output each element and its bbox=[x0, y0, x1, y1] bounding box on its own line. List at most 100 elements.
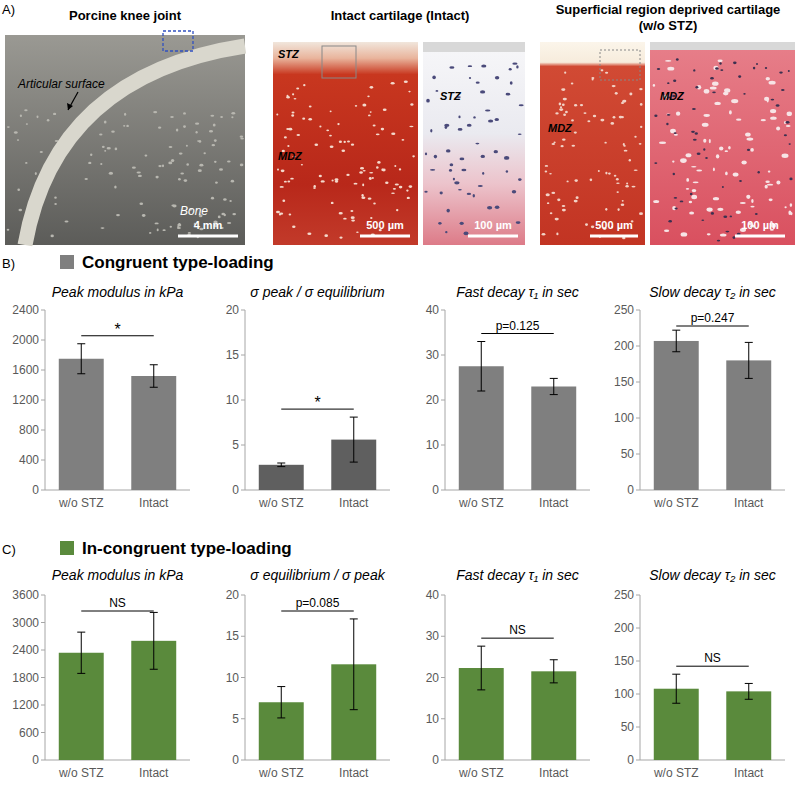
panel-label: C) bbox=[2, 542, 16, 557]
cell bbox=[625, 185, 628, 187]
tick bbox=[636, 694, 640, 695]
cell bbox=[551, 192, 555, 194]
cell bbox=[626, 183, 628, 185]
cell bbox=[776, 126, 780, 130]
cell bbox=[162, 164, 164, 167]
error-bar bbox=[672, 674, 680, 703]
cell bbox=[692, 189, 697, 192]
tick-label: 2400 bbox=[12, 303, 39, 317]
cell bbox=[720, 233, 727, 236]
cell bbox=[598, 170, 600, 172]
cell bbox=[654, 162, 657, 164]
error-cap bbox=[550, 394, 558, 395]
cell bbox=[724, 88, 730, 92]
cell bbox=[509, 68, 512, 71]
error-cap bbox=[672, 703, 680, 704]
tick bbox=[241, 490, 245, 491]
cell bbox=[7, 126, 10, 128]
cell bbox=[287, 95, 289, 97]
tick bbox=[41, 732, 45, 733]
tick-label: 50 bbox=[621, 447, 635, 461]
category-label: w/o STZ bbox=[258, 766, 304, 780]
cell bbox=[639, 143, 642, 145]
cell bbox=[290, 178, 294, 180]
histology bbox=[273, 42, 418, 245]
tick bbox=[441, 636, 445, 637]
cell bbox=[725, 231, 729, 233]
cell bbox=[155, 223, 159, 225]
tick bbox=[441, 718, 445, 719]
cell bbox=[468, 65, 472, 67]
cell bbox=[284, 136, 287, 138]
cell bbox=[703, 139, 706, 143]
cell bbox=[40, 151, 43, 153]
cell bbox=[767, 99, 769, 102]
significance-label: * bbox=[314, 394, 320, 411]
cell bbox=[425, 153, 427, 156]
marks bbox=[59, 612, 176, 760]
cell bbox=[20, 115, 22, 118]
cell bbox=[562, 205, 566, 207]
cell bbox=[453, 178, 455, 181]
cell bbox=[399, 186, 403, 189]
error-line bbox=[353, 417, 354, 462]
error-cap bbox=[77, 632, 85, 633]
cell bbox=[591, 225, 594, 228]
cell bbox=[704, 114, 710, 117]
cell bbox=[639, 212, 643, 215]
category-label: Intact bbox=[139, 766, 169, 780]
scale-bar bbox=[468, 235, 518, 238]
cell bbox=[689, 212, 694, 215]
cell bbox=[361, 194, 363, 197]
cell bbox=[729, 110, 732, 114]
cell bbox=[494, 150, 498, 153]
cell bbox=[653, 200, 659, 203]
cell bbox=[572, 145, 576, 147]
cell bbox=[767, 184, 773, 186]
panel-label: B) bbox=[2, 256, 15, 271]
cell bbox=[787, 112, 792, 117]
cell bbox=[214, 161, 217, 163]
error-line bbox=[281, 463, 282, 467]
cell bbox=[17, 189, 20, 191]
cell bbox=[657, 68, 660, 70]
tick-label: 2000 bbox=[12, 333, 39, 347]
cell bbox=[132, 166, 136, 168]
cell bbox=[54, 197, 57, 199]
cell bbox=[575, 179, 578, 182]
cell bbox=[231, 112, 235, 114]
cell bbox=[622, 200, 624, 202]
significance-bracket bbox=[281, 611, 354, 612]
error-cap bbox=[477, 391, 485, 392]
tick bbox=[441, 677, 445, 678]
cell bbox=[765, 181, 769, 184]
cell bbox=[554, 142, 556, 144]
region-box bbox=[600, 50, 640, 80]
cell bbox=[409, 185, 413, 188]
cell bbox=[351, 216, 355, 219]
cell bbox=[292, 93, 294, 95]
error-bar bbox=[350, 619, 358, 710]
cell bbox=[412, 155, 415, 157]
cell bbox=[785, 206, 787, 208]
cell bbox=[634, 136, 636, 138]
cell bbox=[506, 170, 508, 173]
tick bbox=[441, 310, 445, 311]
cell bbox=[188, 232, 191, 234]
cell bbox=[776, 181, 780, 185]
cell bbox=[157, 229, 159, 232]
error-cap bbox=[277, 463, 285, 464]
cell bbox=[676, 112, 680, 116]
cell bbox=[750, 148, 754, 152]
error-cap bbox=[745, 378, 753, 379]
tick-label: 400 bbox=[19, 453, 39, 467]
cell bbox=[340, 236, 343, 238]
cell bbox=[231, 116, 233, 118]
cell bbox=[88, 162, 91, 164]
error-bar bbox=[745, 342, 753, 378]
cell bbox=[723, 216, 727, 218]
cell bbox=[758, 171, 760, 173]
cell bbox=[307, 232, 311, 235]
cell bbox=[178, 178, 181, 181]
error-cap bbox=[745, 342, 753, 343]
